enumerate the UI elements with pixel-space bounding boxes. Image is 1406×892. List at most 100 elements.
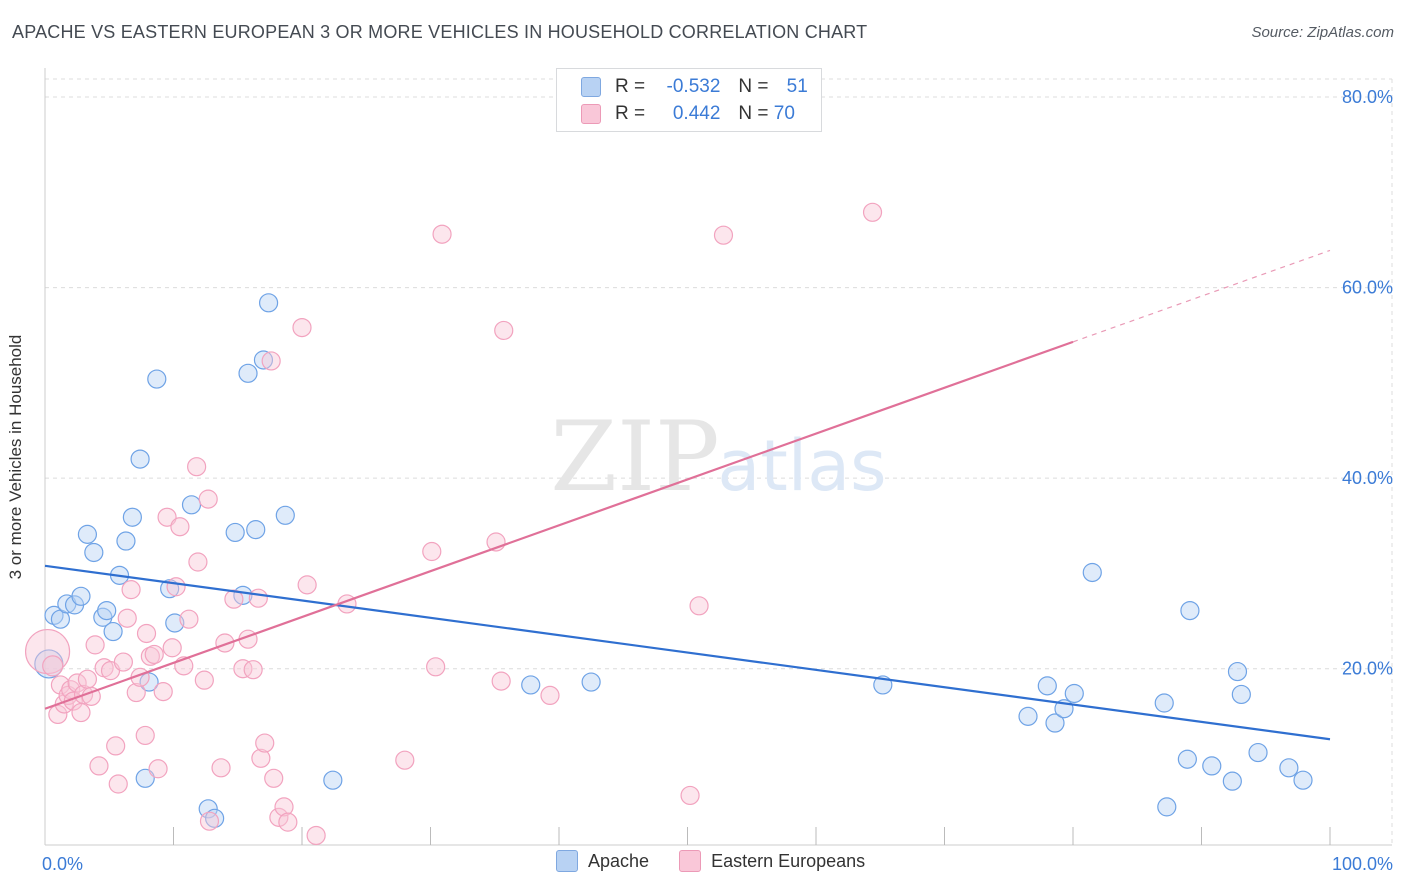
tick-labels: 20.0% 40.0% 60.0% 80.0% 0.0% 100.0% bbox=[42, 87, 1393, 874]
eastern-europeans-point bbox=[113, 652, 133, 672]
legend-r-label: R = bbox=[615, 103, 646, 124]
y-tick-label: 60.0% bbox=[1342, 278, 1393, 298]
eastern-europeans-point bbox=[422, 541, 442, 562]
apache-point bbox=[581, 672, 601, 692]
y-tick-label: 80.0% bbox=[1342, 87, 1393, 107]
eastern-europeans-point bbox=[71, 702, 91, 723]
eastern-europeans-point bbox=[144, 644, 164, 665]
apache-point bbox=[1293, 770, 1313, 790]
eastern-europeans-point bbox=[162, 638, 182, 658]
apache-point bbox=[135, 768, 155, 788]
eastern-europeans-point bbox=[42, 655, 64, 677]
legend-swatch-eastern-europeans bbox=[581, 104, 601, 124]
eastern-europeans-point bbox=[50, 675, 71, 695]
eastern-europeans-point bbox=[426, 657, 446, 677]
eastern-europeans-trend-extension bbox=[1072, 249, 1331, 343]
eastern-europeans-point bbox=[188, 552, 208, 572]
apache-point bbox=[1231, 684, 1251, 705]
apache-point bbox=[1157, 797, 1177, 817]
eastern-europeans-point bbox=[713, 225, 734, 245]
apache-point bbox=[1222, 771, 1242, 791]
eastern-europeans-point bbox=[680, 785, 700, 806]
axes bbox=[44, 68, 1392, 846]
eastern-europeans-point bbox=[248, 588, 268, 608]
apache-point bbox=[122, 507, 142, 527]
apache-point bbox=[1037, 676, 1057, 696]
watermark-atlas: atlas bbox=[717, 425, 886, 507]
eastern-europeans-point bbox=[215, 633, 235, 653]
apache-point bbox=[1227, 661, 1248, 682]
apache-point bbox=[521, 675, 541, 695]
apache-point bbox=[275, 505, 295, 525]
eastern-europeans-point bbox=[224, 589, 244, 609]
series-swatch-apache bbox=[556, 850, 578, 872]
series-legend-label: Eastern Europeans bbox=[711, 850, 866, 871]
apache-point bbox=[77, 524, 98, 544]
apache-point bbox=[323, 770, 343, 790]
eastern-europeans-point bbox=[67, 673, 87, 693]
apache-point bbox=[130, 449, 150, 469]
eastern-europeans-point bbox=[89, 756, 109, 776]
y-tick-label: 40.0% bbox=[1342, 468, 1393, 488]
eastern-europeans-point bbox=[278, 812, 298, 832]
eastern-europeans-point bbox=[194, 670, 214, 690]
eastern-europeans-point bbox=[166, 577, 186, 597]
apache-point bbox=[253, 350, 274, 370]
eastern-europeans-point bbox=[211, 758, 231, 778]
eastern-europeans-point bbox=[255, 733, 275, 753]
eastern-europeans-point bbox=[48, 704, 68, 725]
eastern-europeans-point bbox=[269, 807, 289, 827]
apache-point bbox=[103, 621, 123, 642]
legend-n-value: 51 bbox=[786, 76, 808, 97]
eastern-europeans-point bbox=[540, 685, 560, 706]
apache-point bbox=[1018, 706, 1038, 726]
eastern-europeans-point bbox=[153, 681, 173, 702]
eastern-europeans-point bbox=[491, 671, 511, 691]
eastern-europeans-point bbox=[121, 580, 141, 600]
apache-point bbox=[139, 672, 159, 692]
apache-point bbox=[1279, 758, 1299, 778]
eastern-europeans-point bbox=[274, 797, 294, 817]
apache-point bbox=[1248, 742, 1268, 763]
eastern-europeans-point bbox=[170, 517, 190, 537]
eastern-europeans-point bbox=[199, 811, 220, 831]
apache-point bbox=[1177, 749, 1197, 769]
apache-point bbox=[71, 586, 91, 606]
eastern-europeans-point bbox=[689, 596, 709, 616]
series-legend-label: Apache bbox=[588, 850, 650, 871]
watermark: ZIP atlas bbox=[550, 401, 886, 513]
apache-point bbox=[84, 542, 104, 563]
apache-point bbox=[225, 522, 245, 543]
eastern-europeans-point bbox=[395, 750, 415, 770]
x-tick-label-end: 100.0% bbox=[1332, 854, 1393, 874]
series-legend: Apache Eastern Europeans bbox=[556, 850, 895, 872]
eastern-europeans-point bbox=[85, 635, 105, 655]
legend-n-label: N = bbox=[738, 76, 769, 97]
eastern-europeans-point bbox=[24, 628, 71, 675]
x-tick-label-start: 0.0% bbox=[42, 854, 83, 874]
eastern-europeans-point bbox=[251, 748, 271, 768]
eastern-europeans-point bbox=[233, 659, 253, 679]
trend-lines bbox=[44, 249, 1331, 741]
apache-point bbox=[147, 369, 167, 389]
eastern-europeans-point bbox=[292, 317, 312, 338]
apache-point bbox=[258, 293, 279, 313]
y-axis-label: 3 or more Vehicles in Household bbox=[6, 334, 25, 580]
eastern-europeans-point bbox=[297, 575, 317, 595]
source-label: Source: ZipAtlas.com bbox=[1251, 24, 1394, 41]
legend-r-value: -0.532 bbox=[666, 76, 721, 97]
series-legend-apache: Apache bbox=[556, 850, 649, 872]
correlation-legend: R = -0.532 N = 51 R = 0.442 N = 70 bbox=[556, 68, 822, 132]
eastern-europeans-point bbox=[179, 609, 199, 629]
apache-point bbox=[1154, 693, 1174, 713]
eastern-europeans-point bbox=[264, 768, 284, 788]
eastern-europeans-point bbox=[432, 224, 452, 244]
eastern-europeans-point bbox=[108, 774, 128, 794]
chart-title: APACHE VS EASTERN EUROPEAN 3 OR MORE VEH… bbox=[12, 22, 868, 42]
apache-point bbox=[1180, 600, 1200, 621]
apache-point bbox=[1202, 756, 1222, 776]
apache-point bbox=[1045, 713, 1065, 733]
legend-swatch-apache bbox=[581, 77, 601, 97]
eastern-europeans-point bbox=[77, 669, 98, 689]
